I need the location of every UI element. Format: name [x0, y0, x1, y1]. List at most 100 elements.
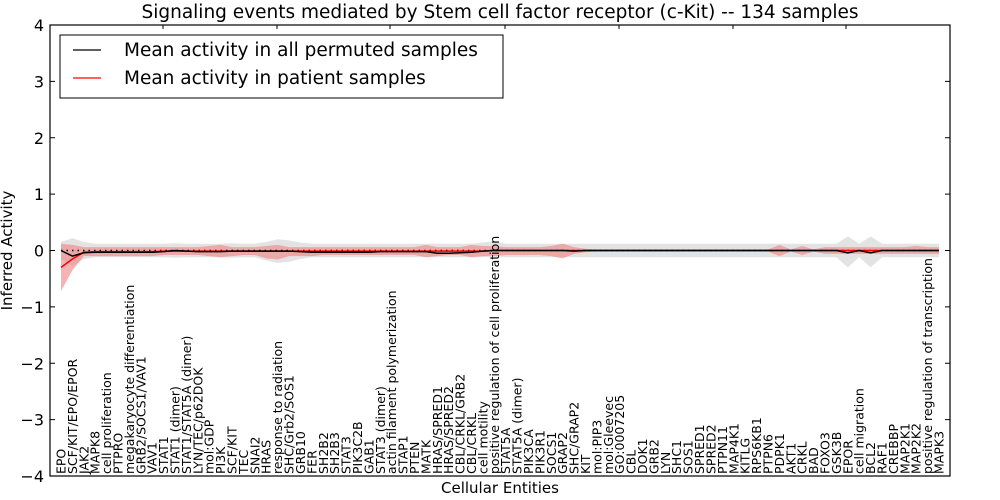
- x-category-label: JAK2: [76, 446, 91, 475]
- x-category-label: DOK1: [635, 438, 650, 474]
- x-category-label: GO:0007205: [612, 395, 627, 474]
- x-category-label: PTPRO: [111, 433, 126, 474]
- x-category-label: FER: [304, 450, 319, 474]
- x-category-label: SOS1: [681, 440, 696, 474]
- x-category-label: TEC: [236, 449, 251, 475]
- y-axis-ticks: −4 −3 −2 −1 0 1 2 3 4: [20, 16, 950, 486]
- series-lines: [60, 249, 939, 269]
- x-category-label: KITLG: [738, 438, 753, 474]
- x-category-label: EPOR: [840, 440, 855, 474]
- x-category-label: GRB10: [293, 431, 308, 474]
- y-tick-label: 4: [34, 16, 44, 35]
- x-category-label: CRKL: [795, 441, 810, 474]
- x-category-label: GAB1: [361, 439, 376, 474]
- x-category-label: STAP1: [396, 435, 411, 474]
- x-category-label: CBL/CRKL: [464, 413, 479, 474]
- x-category-label: HRAS/SPRED1: [430, 386, 445, 474]
- x-category-label: PIK3CA: [521, 429, 536, 474]
- x-category-label: MAP2K1: [897, 423, 912, 474]
- series-line-permuted: [60, 249, 939, 257]
- x-category-label: SHC/GRAP2: [567, 402, 582, 474]
- y-tick-label: −4: [20, 467, 44, 486]
- confidence-bands: [61, 236, 939, 292]
- x-category-label: GSK3B: [829, 432, 844, 474]
- x-category-label: SPRED2: [703, 424, 718, 474]
- x-category-label: STAT5A: [498, 427, 513, 474]
- x-category-label: SH2B2: [316, 432, 331, 474]
- x-category-label: SNAI2: [247, 437, 262, 474]
- x-category-label: RAF1: [874, 442, 889, 474]
- x-category-label: BAD: [806, 447, 821, 474]
- x-category-label: HRAS/SPRED2: [441, 386, 456, 474]
- x-category-label: megakaryocyte differentiation: [122, 285, 137, 474]
- x-category-label: EPO: [54, 449, 69, 474]
- x-category-label: SH2B3: [327, 432, 342, 474]
- x-category-label: PDPK1: [772, 433, 787, 474]
- x-category-label: PTPN6: [760, 434, 775, 474]
- x-category-label: cell motility: [475, 400, 490, 474]
- x-category-label: STAT1 (dimer): [168, 386, 183, 474]
- y-tick-label: −3: [20, 411, 44, 430]
- x-category-label: LYN/TEC/p62DOK: [190, 367, 205, 474]
- legend-box: [59, 34, 504, 99]
- x-category-label: STAT1: [156, 436, 171, 474]
- x-category-label: actin filament polymerization: [384, 290, 399, 474]
- x-category-label: PTEN: [407, 442, 422, 474]
- x-category-label: GRB2: [646, 439, 661, 474]
- y-tick-label: −1: [20, 298, 44, 317]
- x-category-label: MATK: [418, 439, 433, 474]
- x-category-label: SCF/KIT: [225, 426, 240, 474]
- x-category-label: PIK3R1: [532, 430, 547, 474]
- x-category-label: cell proliferation: [99, 372, 114, 474]
- x-axis-ticks: [162, 25, 847, 29]
- y-tick-label: 0: [34, 242, 44, 261]
- x-category-label: PIK3C2B: [350, 421, 365, 474]
- x-category-label: BCL2: [863, 442, 878, 474]
- legend-label-patient: Mean activity in patient samples: [124, 68, 426, 89]
- legend-label-permuted: Mean activity in all permuted samples: [124, 40, 478, 61]
- x-category-label: MAP2K2: [909, 423, 924, 474]
- chart-title: Signaling events mediated by Stem cell f…: [141, 2, 858, 23]
- x-category-label: response to radiation: [270, 341, 285, 474]
- x-category-label: positive regulation of cell proliferatio…: [487, 236, 502, 474]
- x-category-label: mol:Gleevec: [601, 396, 616, 474]
- x-category-label: KIT: [578, 454, 593, 474]
- x-category-label: STAT3: [339, 436, 354, 474]
- x-category-label: STAT5A (dimer): [510, 378, 525, 474]
- x-category-label: mol:PIP3: [589, 420, 604, 474]
- x-category-label: RPS6KB1: [749, 417, 764, 474]
- x-axis-label: Cellular Entities: [441, 479, 559, 497]
- y-tick-label: 3: [34, 72, 44, 91]
- x-category-label: SHC1: [669, 440, 684, 474]
- x-category-label: PI3K: [213, 446, 228, 474]
- x-category-label: cell migration: [852, 388, 867, 474]
- y-tick-label: 2: [34, 129, 44, 148]
- y-tick-label: 1: [34, 185, 44, 204]
- x-category-label: SCF/KIT/EPO/EPOR: [65, 358, 80, 474]
- x-category-label: SOCS1: [544, 432, 559, 474]
- x-category-label: mol:GDP: [202, 419, 217, 474]
- x-category-label: LYN: [658, 452, 673, 474]
- band-patient: [61, 243, 939, 292]
- x-category-label: CREBBP: [886, 424, 901, 474]
- legend: Mean activity in all permuted samples Me…: [59, 34, 504, 99]
- x-category-label: VAV1: [145, 442, 160, 474]
- x-category-label: MAP4K1: [726, 423, 741, 474]
- x-category-label: CBL: [624, 450, 639, 474]
- x-category-label: STAT1/STAT5A (dimer): [179, 336, 194, 474]
- x-category-label: STAT3 (dimer): [373, 386, 388, 474]
- x-category-label: SPRED1: [692, 424, 707, 474]
- x-category-label: CBL/CRKL/GRB2: [453, 374, 468, 474]
- x-category-label: AKT1: [783, 443, 798, 474]
- x-category-label: HRAS: [259, 440, 274, 474]
- y-axis-label: Inferred Activity: [0, 190, 16, 310]
- y-tick-label: −2: [20, 354, 44, 373]
- x-category-label: MAPK3: [932, 431, 947, 474]
- x-category-label: GRAP2: [555, 432, 570, 474]
- x-category-label: GRB2/SOCS1/VAV1: [133, 356, 148, 474]
- x-category-label: SHC/Grb2/SOS1: [282, 375, 297, 474]
- x-category-label: FOXO3: [817, 432, 832, 474]
